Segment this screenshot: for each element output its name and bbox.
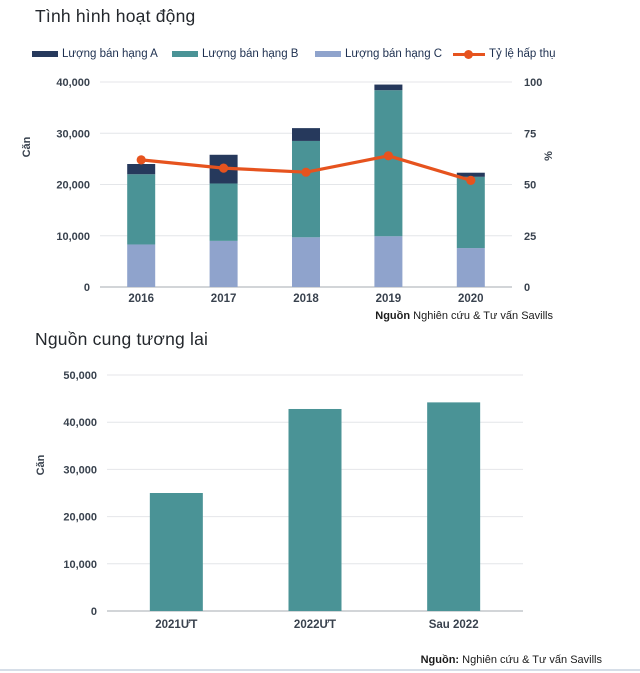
bar-segment-2018 <box>292 237 320 287</box>
bottom-divider <box>0 669 640 671</box>
chart1-plot: 0 0 10,000 25 20,000 50 30,000 75 40,000 100 Căn % 2… <box>21 77 555 305</box>
legend-item-4: Tỷ lệ hấp thụ <box>453 48 555 60</box>
y-axis-tick: 30,000 <box>63 464 97 476</box>
bar-segment-2019 <box>374 90 403 237</box>
source-text: Nghiên cứu & Tư vấn Savills <box>410 310 553 322</box>
bar-segment-2017 <box>209 240 238 287</box>
y-axis-tick: 0 <box>91 606 97 618</box>
line-point <box>219 163 229 173</box>
bar-segment-2021ƯT <box>149 493 203 611</box>
y2-axis-tick: 0 <box>524 282 530 294</box>
legend-label: Lượng bán hạng A <box>62 48 158 60</box>
y-axis-title: Căn <box>35 454 47 475</box>
y-axis-tick: 0 <box>84 282 90 294</box>
y-axis-tick: 40,000 <box>56 77 90 89</box>
legend-line-dot-icon <box>464 49 473 59</box>
chart2-source: Nguồn: Nghiên cứu & Tư vấn Savills <box>421 654 602 666</box>
bar-segment-2016 <box>127 244 156 287</box>
y2-axis-tick: 75 <box>524 128 536 140</box>
line-point <box>383 151 393 161</box>
bar-segment-2018 <box>292 140 320 238</box>
bar-segment-2020 <box>456 176 485 249</box>
x-axis-label: 2022ƯT <box>294 619 336 631</box>
legend-label: Lượng bán hạng C <box>345 48 443 60</box>
source-label: Nguồn: <box>420 654 460 666</box>
source-label: Nguồn <box>375 310 411 322</box>
y-axis-tick: 30,000 <box>56 128 90 140</box>
bar-segment-Sau 2022 <box>427 402 481 611</box>
y2-axis-tick: 50 <box>524 180 536 192</box>
y-axis-title: Căn <box>21 136 33 157</box>
legend-item-2: Lượng bán hạng B <box>172 48 298 60</box>
y-axis-tick: 10,000 <box>56 231 90 243</box>
legend-line-marker-icon <box>453 49 485 59</box>
x-axis-label: 2017 <box>211 293 237 305</box>
chart1-legend: Lượng bán hạng A Lượng bán hạng B Lượng bá… <box>0 48 640 66</box>
line-point <box>136 155 146 165</box>
chart2-plot: 0 10,000 20,000 30,000 40,000 50,000 Căn 2021ƯT… <box>35 370 523 631</box>
bar-segment-2022ƯT <box>288 408 342 611</box>
y2-axis-title: % <box>543 151 555 161</box>
legend-label: Lượng bán hạng B <box>202 48 299 60</box>
bar-segment-2016 <box>127 174 156 245</box>
x-axis-label: 2018 <box>293 293 319 305</box>
bar-segment-2016 <box>127 164 156 175</box>
bar-segment-2020 <box>456 172 485 177</box>
legend-label: Tỷ lệ hấp thụ <box>489 48 556 60</box>
y-axis-tick: 20,000 <box>56 180 90 192</box>
x-axis-label: 2021ƯT <box>155 619 197 631</box>
y2-axis-tick: 25 <box>524 231 536 243</box>
bar-segment-2018 <box>292 128 320 141</box>
y2-axis-tick: 100 <box>524 77 542 89</box>
legend-item-1: Lượng bán hạng A <box>32 48 158 60</box>
chart1-source: Nguồn Nghiên cứu & Tư vấn Savills <box>375 310 553 322</box>
chart2-title: Nguồn cung tương lai <box>35 329 209 349</box>
y-axis-tick: 20,000 <box>63 512 97 524</box>
line-point <box>301 167 311 177</box>
x-axis-label: Sau 2022 <box>429 619 479 631</box>
x-axis-label: 2020 <box>458 293 484 305</box>
bar-segment-2019 <box>374 236 403 287</box>
bar-segment-2020 <box>456 248 485 287</box>
x-axis-label: 2019 <box>376 293 402 305</box>
legend-swatch-icon <box>315 51 341 57</box>
legend-item-3: Lượng bán hạng C <box>315 48 442 60</box>
bar-segment-2019 <box>374 84 403 91</box>
source-text: Nghiên cứu & Tư vấn Savills <box>459 654 602 666</box>
chart1-title: Tình hình hoạt động <box>35 6 196 26</box>
y-axis-tick: 10,000 <box>63 559 97 571</box>
bar-segment-2017 <box>209 183 238 241</box>
legend-swatch-icon <box>172 51 198 57</box>
y-axis-tick: 50,000 <box>63 370 97 382</box>
legend-swatch-icon <box>32 51 58 57</box>
y-axis-tick: 40,000 <box>63 417 97 429</box>
x-axis-label: 2016 <box>128 293 154 305</box>
line-point <box>466 175 476 185</box>
